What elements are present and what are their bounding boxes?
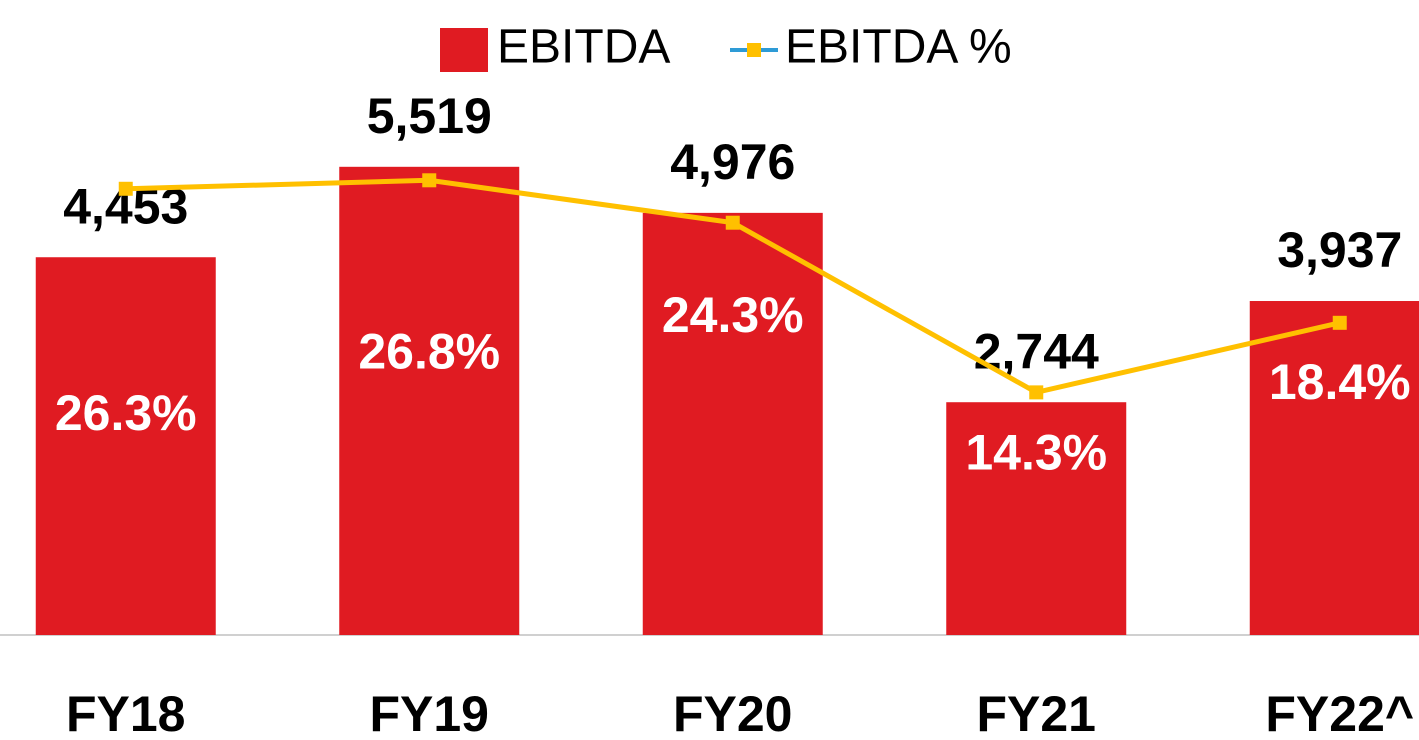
x-tick-label: FY20 xyxy=(673,686,793,740)
bar xyxy=(1249,301,1419,635)
line-marker xyxy=(422,173,437,188)
line-marker xyxy=(1332,315,1347,330)
bar-value-label: 5,519 xyxy=(367,88,492,144)
x-tick-label: FY21 xyxy=(976,686,1096,740)
line-marker xyxy=(118,181,133,196)
bar-value-label: 2,744 xyxy=(974,323,1099,379)
bar xyxy=(339,166,520,635)
x-tick-label: FY18 xyxy=(66,686,186,740)
x-tick-label: FY22^ xyxy=(1265,686,1414,740)
bar-value-label: 3,937 xyxy=(1277,222,1402,278)
line-value-label: 24.3% xyxy=(662,287,804,343)
bar xyxy=(642,212,823,636)
bar xyxy=(946,402,1127,635)
legend-marker xyxy=(747,43,761,57)
line-marker xyxy=(725,215,740,230)
line-value-label: 14.3% xyxy=(965,425,1107,481)
legend-label: EBITDA % xyxy=(785,21,1012,74)
line-value-label: 26.3% xyxy=(55,385,197,441)
x-tick-label: FY19 xyxy=(369,686,489,740)
legend-swatch xyxy=(440,28,488,72)
line-value-label: 26.8% xyxy=(358,323,500,379)
legend-label: EBITDA xyxy=(497,21,670,74)
line-value-label: 18.4% xyxy=(1269,354,1411,410)
line-marker xyxy=(1029,385,1044,400)
bar xyxy=(35,257,216,635)
bar-value-label: 4,976 xyxy=(670,134,795,190)
